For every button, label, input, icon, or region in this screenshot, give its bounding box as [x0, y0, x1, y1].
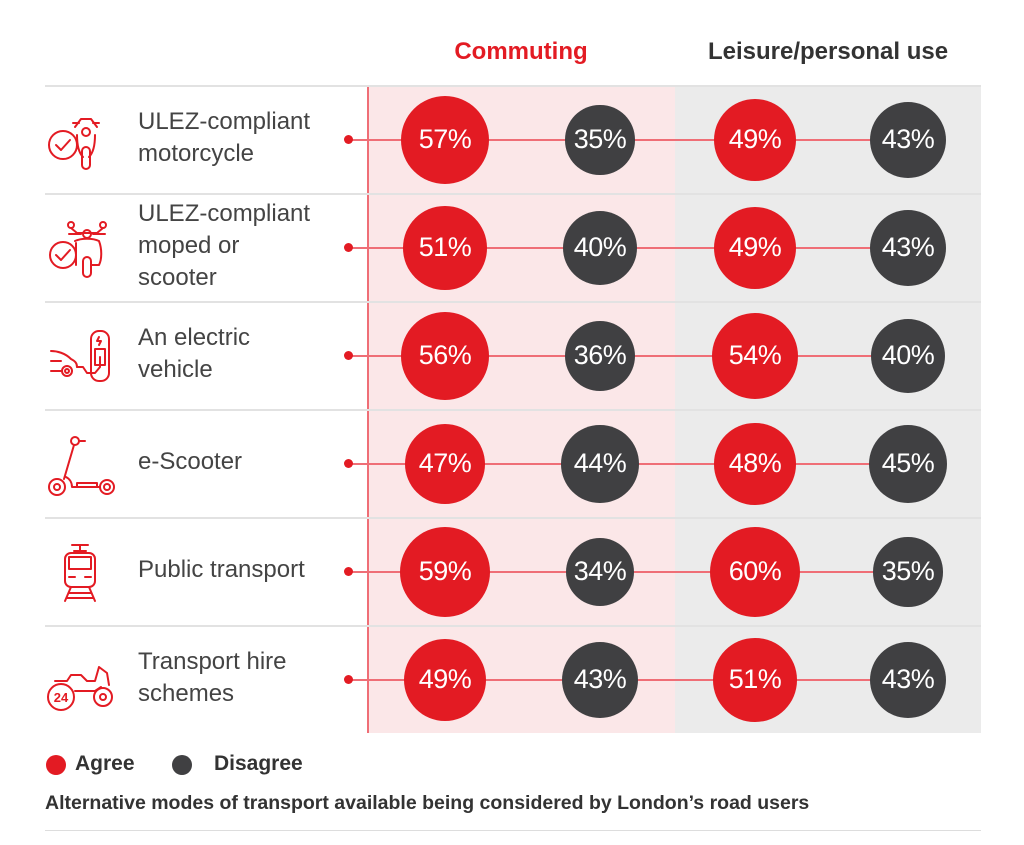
row-dot — [344, 243, 353, 252]
commuting-agree-bubble: 51% — [403, 206, 487, 290]
commuting-disagree-bubble: 43% — [561, 641, 639, 719]
leisure-agree-bubble: 51% — [713, 638, 797, 722]
leisure-agree-bubble: 48% — [714, 423, 796, 505]
legend-disagree-label: Disagree — [214, 752, 303, 775]
row-dot — [344, 459, 353, 468]
row-separator — [45, 301, 981, 303]
legend-disagree-swatch — [172, 755, 192, 775]
leisure-disagree-bubble: 35% — [873, 537, 943, 607]
row-dot — [344, 135, 353, 144]
leisure-disagree-bubble: 43% — [869, 209, 947, 287]
legend-agree-label: Agree — [75, 752, 135, 775]
leisure-agree-bubble: 49% — [714, 99, 796, 181]
row-separator — [45, 193, 981, 195]
commuting-disagree-bubble: 40% — [563, 211, 637, 285]
commuting-disagree-bubble: 34% — [565, 537, 635, 607]
commuting-agree-bubble: 57% — [400, 95, 490, 185]
motorbike-24h-icon: 24 — [45, 645, 115, 715]
commuting-agree-bubble: 56% — [401, 312, 489, 400]
row-label: e-Scooter — [138, 448, 243, 475]
commuting-disagree-bubble: 36% — [564, 320, 636, 392]
row-dot — [344, 351, 353, 360]
row-label: An electric vehicle — [138, 324, 251, 383]
bottom-rule — [45, 830, 981, 831]
leisure-agree-bubble: 60% — [709, 526, 801, 618]
row-separator — [45, 517, 981, 519]
row-label: ULEZ-compliant motorcycle — [138, 108, 311, 167]
svg-text:24: 24 — [54, 690, 69, 705]
row-label: ULEZ-compliant moped or scooter — [138, 200, 311, 291]
commuting-agree-bubble: 49% — [404, 639, 486, 721]
row-label: Transport hire schemes — [138, 648, 287, 707]
row-dot — [344, 567, 353, 576]
row-separator — [45, 625, 981, 627]
header-commuting: Commuting — [454, 38, 588, 65]
e-scooter-icon — [45, 429, 115, 499]
motorcycle-check-icon — [45, 105, 115, 175]
leisure-disagree-bubble: 43% — [869, 101, 947, 179]
row-label: Public transport — [138, 556, 305, 583]
leisure-agree-bubble: 49% — [714, 207, 796, 289]
moped-check-icon — [45, 213, 115, 283]
commuting-disagree-bubble: 44% — [561, 425, 639, 503]
leisure-disagree-bubble: 43% — [869, 641, 947, 719]
chart-caption: Alternative modes of transport available… — [45, 792, 810, 814]
commuting-disagree-bubble: 35% — [565, 105, 635, 175]
legend-agree-swatch — [46, 755, 66, 775]
electric-car-charger-icon — [45, 321, 115, 391]
row-dot — [344, 675, 353, 684]
row-separator — [45, 85, 981, 87]
leisure-disagree-bubble: 45% — [868, 424, 948, 504]
commuting-agree-bubble: 47% — [404, 423, 486, 505]
leisure-agree-bubble: 54% — [712, 313, 798, 399]
header-leisure: Leisure/personal use — [707, 38, 949, 65]
leisure-disagree-bubble: 40% — [871, 319, 945, 393]
commuting-agree-bubble: 59% — [400, 527, 490, 617]
row-separator — [45, 409, 981, 411]
tram-icon — [45, 537, 115, 607]
